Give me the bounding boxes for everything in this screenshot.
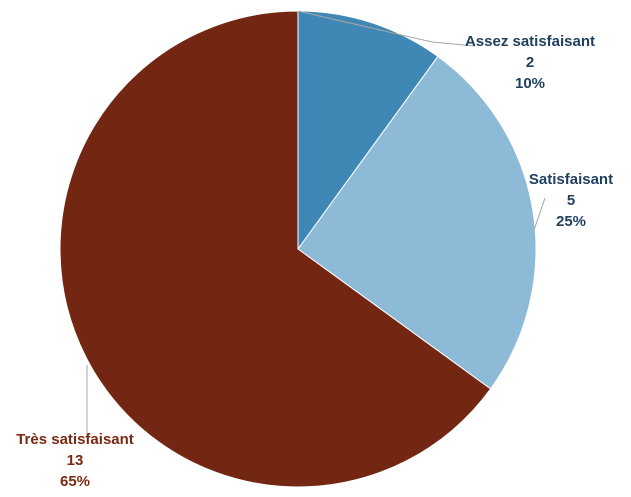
leader-line-satisfaisant (533, 197, 546, 231)
data-label-percent: 10% (515, 75, 545, 92)
pie-slice-assez-satisfaisant (297, 10, 439, 251)
data-label-tres-satisfaisant: Très satisfaisant 13 65% (16, 431, 134, 490)
pie-slice-tres-satisfaisant (59, 10, 492, 488)
leader-lines-layer (86, 10, 546, 438)
data-label-value: 2 (526, 54, 534, 71)
data-label-category: Assez satisfaisant (465, 33, 595, 50)
data-label-value: 5 (567, 192, 575, 209)
leader-line-assez-satisfaisant (297, 10, 476, 47)
slices-layer (59, 10, 537, 488)
data-label-category: Très satisfaisant (16, 431, 134, 448)
data-label-category: Satisfaisant (529, 171, 613, 188)
data-label-value: 13 (67, 452, 84, 469)
labels-layer: Assez satisfaisant 2 10% Satisfaisant 5 25% Tr… (16, 33, 613, 490)
data-label-percent: 25% (556, 213, 586, 230)
pie-slice-satisfaisant (297, 55, 537, 390)
data-label-percent: 65% (60, 473, 90, 490)
data-label-assez-satisfaisant: Assez satisfaisant 2 10% (465, 33, 595, 92)
data-label-satisfaisant: Satisfaisant 5 25% (529, 171, 613, 230)
